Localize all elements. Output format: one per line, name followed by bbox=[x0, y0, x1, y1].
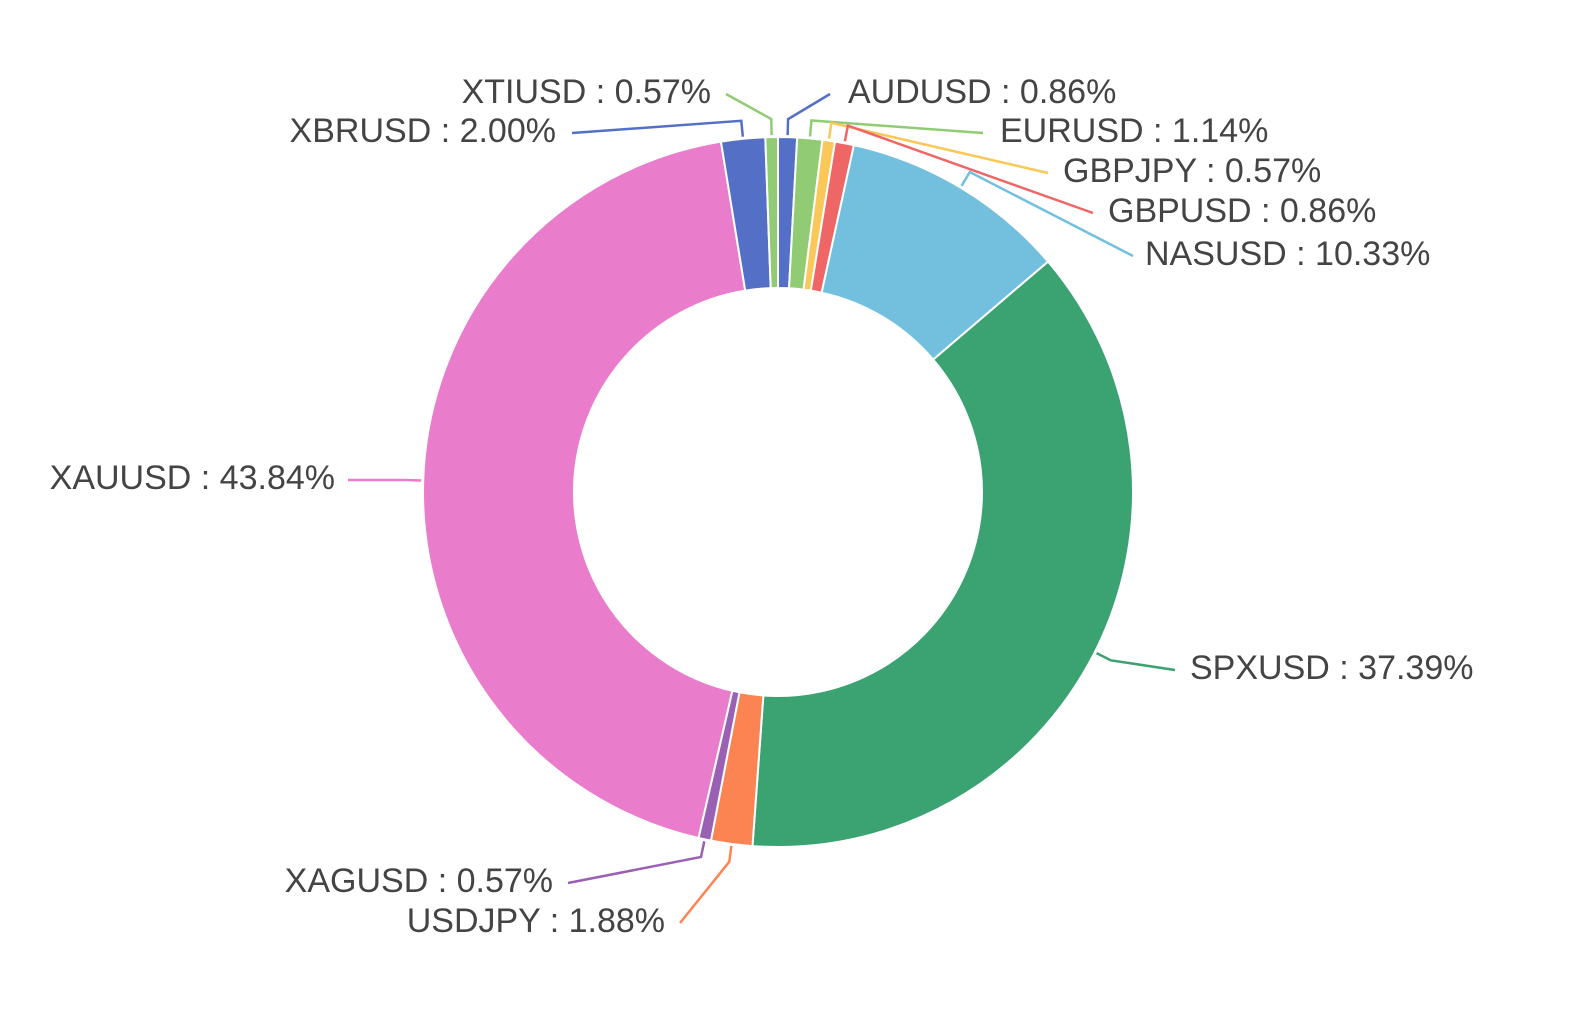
leader-line-xbrusd bbox=[571, 119, 745, 137]
leader-line-xtiusd bbox=[725, 92, 773, 136]
slice-label-xtiusd: XTIUSD : 0.57% bbox=[462, 73, 711, 111]
chart-leader-lines bbox=[347, 92, 1176, 924]
slice-label-nasusd: NASUSD : 10.33% bbox=[1145, 235, 1430, 273]
chart-slices bbox=[422, 135, 1134, 848]
leader-line-gbpjpy bbox=[827, 121, 1049, 175]
slice-xtiusd[interactable] bbox=[764, 135, 779, 290]
slice-label-xbrusd: XBRUSD : 2.00% bbox=[290, 112, 556, 150]
leader-line-eurusd bbox=[808, 119, 984, 137]
slice-label-xagusd: XAGUSD : 0.57% bbox=[285, 862, 553, 900]
leader-line-gbpusd bbox=[843, 123, 1094, 215]
slice-label-eurusd: EURUSD : 1.14% bbox=[1000, 112, 1268, 150]
leader-line-audusd bbox=[786, 92, 831, 136]
slice-label-audusd: AUDUSD : 0.86% bbox=[848, 73, 1116, 111]
slice-spxusd[interactable] bbox=[751, 260, 1134, 848]
leader-line-usdjpy bbox=[679, 845, 733, 924]
leader-line-xagusd bbox=[567, 841, 706, 885]
slice-label-usdjpy: USDJPY : 1.88% bbox=[407, 902, 665, 940]
slice-label-gbpusd: GBPUSD : 0.86% bbox=[1108, 192, 1376, 230]
slice-xauusd[interactable] bbox=[422, 140, 747, 840]
leader-line-nasusd bbox=[960, 170, 1134, 258]
slice-label-xauusd: XAUUSD : 43.84% bbox=[50, 459, 335, 497]
chart-labels: AUDUSD : 0.86%EURUSD : 1.14%GBPJPY : 0.5… bbox=[50, 73, 1474, 940]
slice-label-gbpjpy: GBPJPY : 0.57% bbox=[1063, 152, 1321, 190]
leader-line-xauusd bbox=[347, 478, 422, 482]
leader-line-spxusd bbox=[1096, 651, 1176, 672]
slice-label-spxusd: SPXUSD : 37.39% bbox=[1190, 649, 1473, 687]
